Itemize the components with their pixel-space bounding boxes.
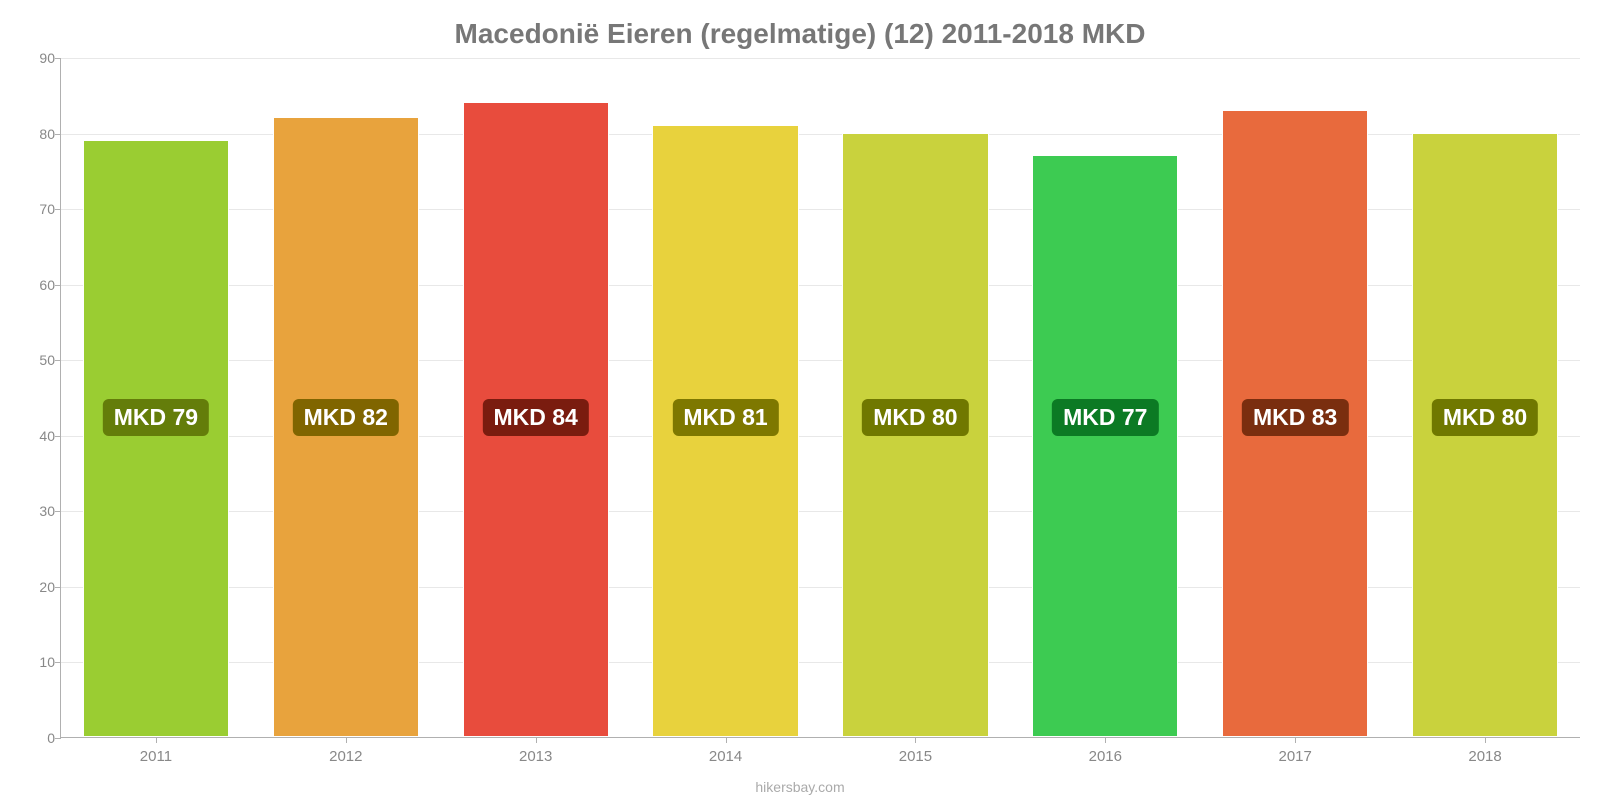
y-tick-label: 10	[21, 654, 55, 670]
y-tick-mark	[55, 285, 61, 286]
bar-value-label: MKD 80	[1432, 399, 1538, 436]
x-tick-label: 2018	[1468, 748, 1501, 765]
y-tick-mark	[55, 134, 61, 135]
y-tick-label: 50	[21, 352, 55, 368]
y-tick-label: 40	[21, 428, 55, 444]
bar-value-label: MKD 83	[1242, 399, 1348, 436]
x-tick-label: 2016	[1089, 748, 1122, 765]
x-tick-mark	[726, 737, 727, 743]
y-tick-label: 70	[21, 201, 55, 217]
x-tick-label: 2011	[140, 748, 172, 765]
bar-slot: MKD 832017	[1200, 58, 1390, 737]
y-tick-mark	[55, 58, 61, 59]
x-tick-mark	[1295, 737, 1296, 743]
bar: MKD 80	[842, 133, 988, 737]
chart-title: Macedonië Eieren (regelmatige) (12) 2011…	[0, 0, 1600, 56]
bar-value-label: MKD 80	[862, 399, 968, 436]
bar-slot: MKD 772016	[1010, 58, 1200, 737]
attribution-text: hikersbay.com	[755, 779, 844, 795]
x-tick-mark	[1105, 737, 1106, 743]
y-tick-mark	[55, 436, 61, 437]
bar-value-label: MKD 81	[672, 399, 778, 436]
bar-value-label: MKD 84	[482, 399, 588, 436]
x-tick-label: 2013	[519, 748, 552, 765]
y-tick-mark	[55, 738, 61, 739]
bar-value-label: MKD 77	[1052, 399, 1158, 436]
y-tick-label: 20	[21, 579, 55, 595]
x-tick-mark	[1485, 737, 1486, 743]
y-tick-mark	[55, 360, 61, 361]
y-tick-mark	[55, 662, 61, 663]
bar-value-label: MKD 82	[293, 399, 399, 436]
y-tick-mark	[55, 511, 61, 512]
x-tick-mark	[346, 737, 347, 743]
y-tick-label: 0	[21, 730, 55, 746]
x-tick-mark	[536, 737, 537, 743]
x-tick-label: 2014	[709, 748, 742, 765]
bar: MKD 83	[1222, 110, 1368, 737]
x-tick-mark	[915, 737, 916, 743]
bar: MKD 80	[1412, 133, 1558, 737]
bar: MKD 82	[273, 117, 419, 737]
bar-slot: MKD 822012	[251, 58, 441, 737]
bar: MKD 79	[83, 140, 229, 737]
x-tick-label: 2015	[899, 748, 932, 765]
bar: MKD 84	[463, 102, 609, 737]
bar-slot: MKD 812014	[631, 58, 821, 737]
bar-slot: MKD 802015	[821, 58, 1011, 737]
y-tick-mark	[55, 587, 61, 588]
y-tick-label: 90	[21, 50, 55, 66]
x-tick-label: 2017	[1279, 748, 1312, 765]
bar: MKD 77	[1032, 155, 1178, 737]
y-tick-mark	[55, 209, 61, 210]
y-tick-label: 80	[21, 126, 55, 142]
chart-container: MKD 792011MKD 822012MKD 842013MKD 812014…	[50, 58, 1580, 738]
bar: MKD 81	[652, 125, 798, 737]
bar-value-label: MKD 79	[103, 399, 209, 436]
bar-slot: MKD 802018	[1390, 58, 1580, 737]
bars-group: MKD 792011MKD 822012MKD 842013MKD 812014…	[61, 58, 1580, 737]
x-tick-label: 2012	[329, 748, 362, 765]
bar-slot: MKD 842013	[441, 58, 631, 737]
bar-slot: MKD 792011	[61, 58, 251, 737]
x-tick-mark	[156, 737, 157, 743]
y-tick-label: 30	[21, 503, 55, 519]
y-tick-label: 60	[21, 277, 55, 293]
plot-area: MKD 792011MKD 822012MKD 842013MKD 812014…	[60, 58, 1580, 738]
